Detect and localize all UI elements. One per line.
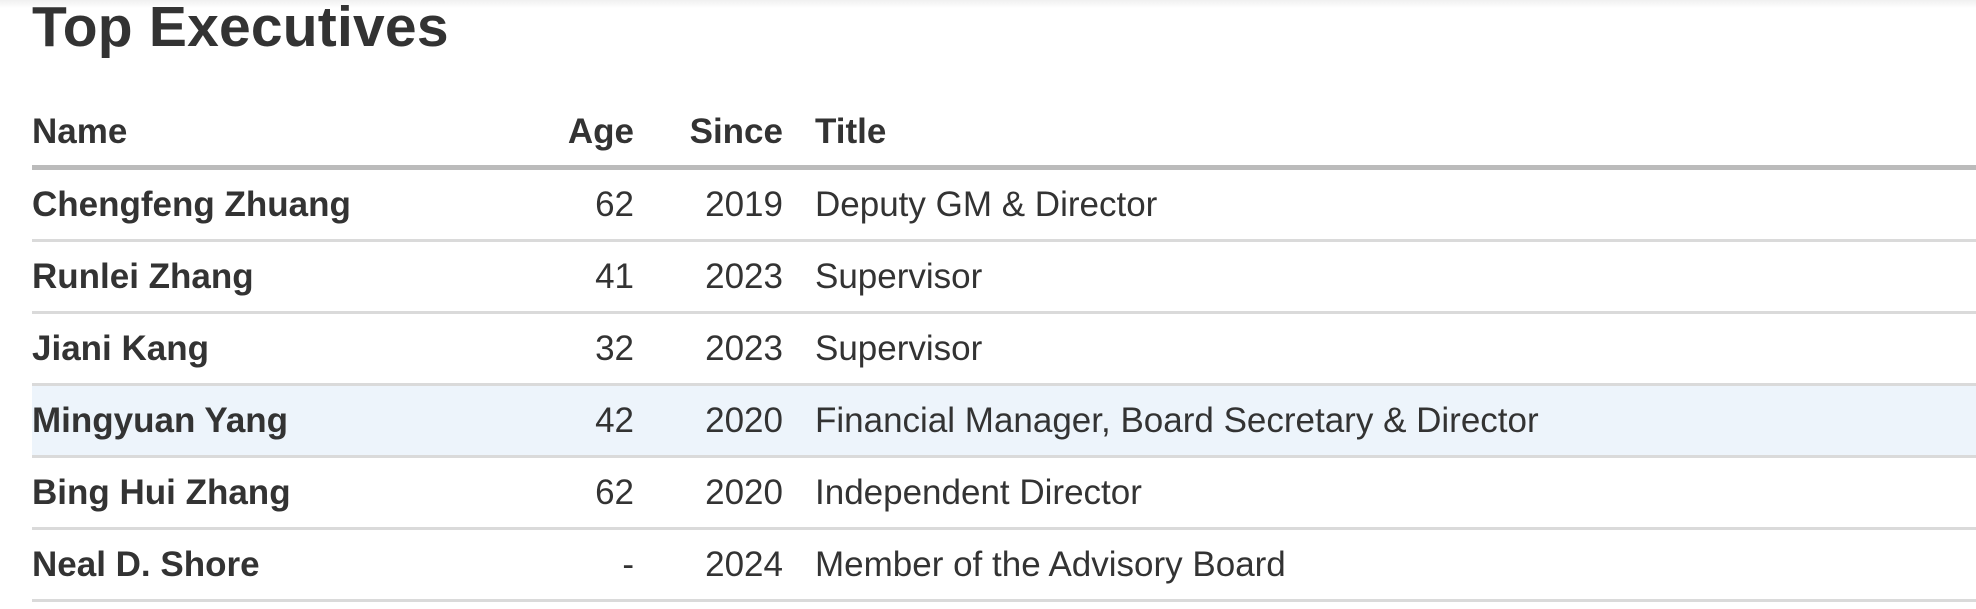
executive-title: Supervisor [783, 240, 1976, 314]
executive-age: 32 [452, 312, 634, 386]
executive-title: Deputy GM & Director [783, 167, 1976, 242]
executive-title: Independent Director [783, 456, 1976, 530]
executive-title: Supervisor [783, 312, 1976, 386]
table-row: Neal D. Shore - 2024 Member of the Advis… [32, 528, 1976, 602]
executive-name: Neal D. Shore [32, 528, 452, 602]
executive-age: - [452, 528, 634, 602]
column-header-since: Since [634, 98, 783, 170]
executive-title: Member of the Advisory Board [783, 528, 1976, 602]
executive-since: 2019 [634, 167, 783, 242]
executive-name: Bing Hui Zhang [32, 456, 452, 530]
table-row-highlighted: Mingyuan Yang 42 2020 Financial Manager,… [32, 384, 1976, 458]
executive-age: 42 [452, 384, 634, 458]
column-header-age: Age [452, 98, 634, 170]
section-title: Top Executives [32, 0, 449, 59]
executive-title: Financial Manager, Board Secretary & Dir… [783, 384, 1976, 458]
executive-name: Runlei Zhang [32, 240, 452, 314]
executive-since: 2023 [634, 240, 783, 314]
table-row: Bing Hui Zhang 62 2020 Independent Direc… [32, 456, 1976, 530]
table-row: Chengfeng Zhuang 62 2019 Deputy GM & Dir… [32, 167, 1976, 242]
table-row: Runlei Zhang 41 2023 Supervisor [32, 240, 1976, 314]
table-header-row: Name Age Since Title [32, 98, 1976, 170]
table-row: Jiani Kang 32 2023 Supervisor [32, 312, 1976, 386]
executive-name: Jiani Kang [32, 312, 452, 386]
executive-since: 2023 [634, 312, 783, 386]
executive-since: 2020 [634, 384, 783, 458]
executives-table: Name Age Since Title Chengfeng Zhuang 62… [32, 98, 1976, 602]
column-header-name: Name [32, 98, 452, 170]
executive-age: 62 [452, 456, 634, 530]
executive-age: 41 [452, 240, 634, 314]
column-header-title: Title [783, 98, 1976, 170]
executive-since: 2020 [634, 456, 783, 530]
top-shadow [0, 0, 1976, 8]
executive-name: Mingyuan Yang [32, 384, 452, 458]
executive-age: 62 [452, 167, 634, 242]
executive-since: 2024 [634, 528, 783, 602]
executive-name: Chengfeng Zhuang [32, 167, 452, 242]
